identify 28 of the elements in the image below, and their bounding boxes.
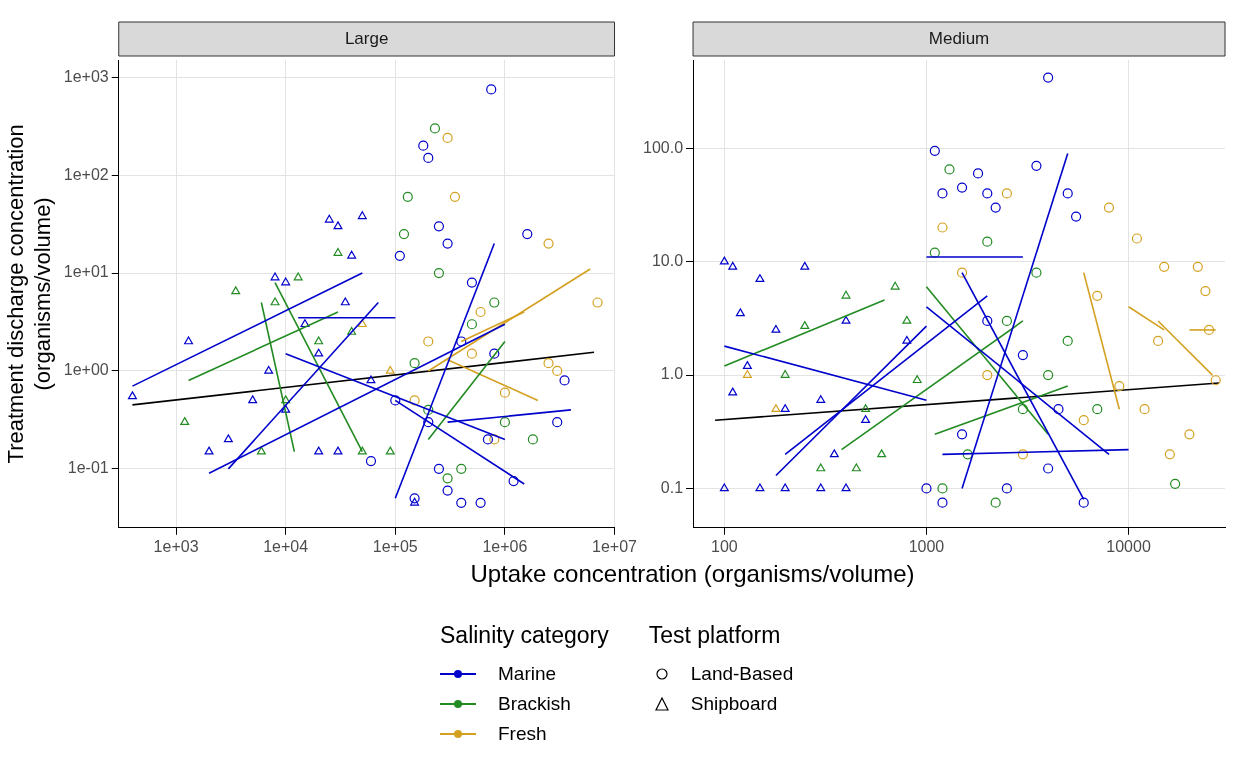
legend-title: Salinity category bbox=[440, 622, 609, 649]
x-tick-label: 1e+04 bbox=[263, 537, 309, 555]
legend-label: Fresh bbox=[498, 723, 547, 745]
y-tick-label: 1e+02 bbox=[63, 165, 109, 183]
y-tick-label: 100.0 bbox=[642, 138, 684, 156]
text: Shipboard bbox=[690, 693, 778, 715]
text: Land-Based bbox=[690, 663, 794, 685]
y-tick-label: 1e-01 bbox=[67, 459, 109, 477]
y-tick-label: 1.0 bbox=[660, 365, 684, 383]
y-tick-label: 1e+03 bbox=[63, 67, 109, 85]
x-tick-label: 1e+03 bbox=[153, 537, 199, 555]
x-tick-label: 1000 bbox=[908, 537, 945, 555]
chart-title: Large bbox=[344, 28, 389, 48]
text: Test platform bbox=[648, 622, 782, 649]
legend-label: Brackish bbox=[498, 693, 571, 715]
x-tick-label: 100 bbox=[710, 537, 738, 555]
y-tick-label: 0.1 bbox=[660, 478, 684, 496]
y-tick-label: 1e+01 bbox=[63, 263, 109, 281]
legend-label: Marine bbox=[498, 663, 557, 685]
x-tick-label: 1e+06 bbox=[482, 537, 528, 555]
y-axis-title: Treatment discharge concentration (organisms/volume) bbox=[3, 124, 55, 464]
x-tick-label: 1e+07 bbox=[592, 537, 638, 555]
x-axis-title: Uptake concentration (organisms/volume) bbox=[469, 560, 916, 588]
y-tick-label: 10.0 bbox=[651, 252, 684, 270]
y-tick-label: 1e+00 bbox=[63, 361, 109, 379]
chart-title: Medium bbox=[928, 28, 990, 48]
x-tick-label: 1e+05 bbox=[372, 537, 418, 555]
x-tick-label: 10000 bbox=[1106, 537, 1151, 555]
